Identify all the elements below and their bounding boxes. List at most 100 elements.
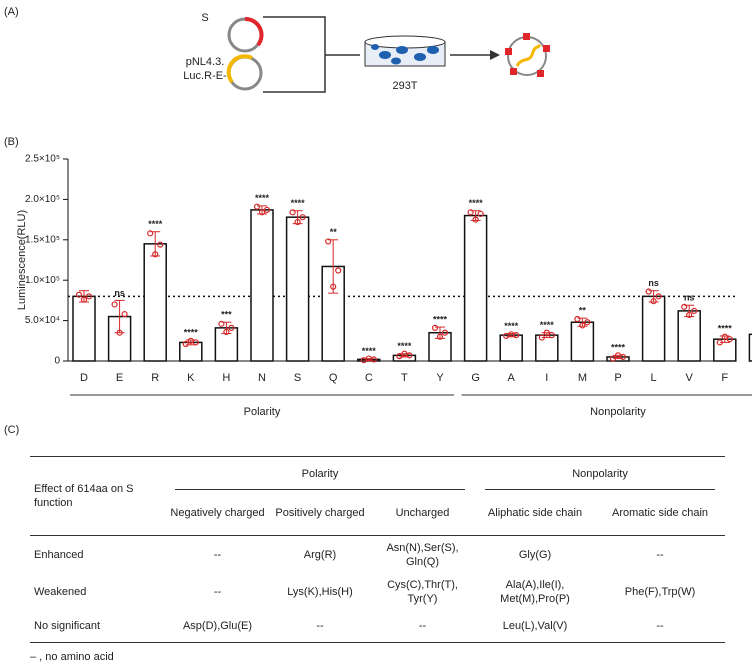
bar [499, 334, 523, 362]
column-header: Negatively charged [165, 491, 270, 536]
data-point [396, 353, 403, 360]
group-header: Nonpolarity [485, 459, 716, 490]
plasmid-label: S [201, 12, 208, 24]
data-point [111, 301, 118, 308]
data-point [538, 334, 545, 341]
data-point [650, 298, 657, 305]
significance: ns [114, 288, 125, 298]
panel-label: (B) [4, 136, 19, 148]
arrow-head [490, 50, 500, 60]
group-label: Nonpolarity [590, 406, 646, 418]
data-point [330, 283, 337, 290]
significance: **** [148, 219, 163, 229]
data-point [228, 324, 235, 331]
y-tick-label: 5.0×10⁴ [25, 315, 60, 326]
bar [72, 295, 96, 362]
table-cell: Gly(G) [518, 549, 552, 561]
x-tick-label: K [187, 372, 195, 384]
data-point [686, 311, 693, 319]
data-point [441, 329, 449, 336]
significance: ns [648, 278, 659, 288]
significance: **** [504, 321, 519, 331]
y-tick-label: 1.5×10⁵ [25, 234, 60, 245]
y-tick-label: 1.0×10⁵ [25, 275, 60, 286]
table-cell: Arg(R) [303, 549, 337, 561]
y-tick-label: 2.5×10⁵ [25, 154, 60, 165]
significance: **** [397, 341, 412, 351]
data-point [182, 340, 189, 348]
plasmid-insert [226, 54, 253, 84]
data-point [192, 339, 199, 346]
data-point [325, 238, 332, 245]
significance: **** [433, 314, 448, 324]
figure-graphics: (A) (B) S pNL4.3. Luc.R-E- 293T Luminesc… [4, 6, 752, 436]
data-point [645, 288, 652, 295]
bar [748, 333, 752, 362]
dish [364, 35, 446, 67]
table-cell: Ala(A),Ile(I), Met(M),Pro(P) [500, 579, 570, 605]
data-point [574, 315, 581, 323]
data-point [467, 209, 474, 216]
data-point [147, 230, 154, 237]
x-tick-label: A [508, 372, 516, 384]
table-cell: Leu(L),Val(V) [475, 610, 596, 643]
column-header: Uncharged [370, 491, 476, 536]
y-axis-label: Luminescence(RLU) [16, 210, 28, 310]
data-point [655, 293, 662, 300]
table-row: No significant Asp(D),Glu(E) -- -- Leu(L),Va… [30, 610, 726, 643]
bar [285, 216, 310, 362]
data-point [152, 251, 159, 258]
y-tick-label: 0 [54, 356, 60, 367]
x-tick-label: I [545, 372, 548, 384]
cell-label: 293T [392, 80, 417, 92]
panel-label: (C) [4, 424, 19, 436]
bar [143, 243, 167, 362]
data-point [294, 218, 301, 226]
column-header: Aliphatic side chain [475, 491, 596, 536]
data-point [609, 355, 617, 362]
significance: **** [184, 327, 199, 337]
data-point [431, 324, 439, 331]
data-point [726, 336, 733, 343]
data-point [619, 353, 627, 361]
x-tick-label: L [651, 372, 657, 384]
data-point [157, 241, 164, 248]
row-label: Enhanced [34, 549, 84, 561]
data-point [116, 329, 123, 336]
table-row: Enhanced -- Arg(R) Asn(N),Ser(S), Gln(Q) Gly… [30, 536, 725, 575]
x-tick-label: Q [329, 372, 338, 384]
x-tick-label: S [294, 372, 301, 384]
data-point [584, 319, 591, 326]
bar [250, 209, 274, 362]
data-point [263, 206, 271, 214]
significance: **** [291, 198, 306, 208]
significance: **** [469, 198, 484, 208]
data-point [543, 329, 550, 336]
table-cell: -- [370, 610, 476, 643]
x-tick-label: N [258, 372, 266, 384]
summary-table: Effect of 614aa on S function Polarity N… [30, 456, 726, 643]
plasmid-insert [244, 16, 264, 47]
x-tick-label: G [471, 372, 480, 384]
x-tick-label: P [614, 372, 621, 384]
significance: **** [362, 346, 377, 356]
bar [463, 214, 488, 362]
row-label: Weakened [34, 586, 87, 598]
data-point [513, 332, 520, 339]
column-header: Positively charged [270, 491, 370, 536]
data-point [472, 216, 479, 223]
significance: ** [579, 306, 587, 316]
table-cell: Phe(F),Trp(W) [624, 586, 696, 598]
significance: **** [540, 320, 555, 330]
significance: **** [611, 343, 626, 353]
data-point [406, 352, 413, 359]
x-tick-label: Y [436, 372, 444, 384]
table-cell: -- [213, 586, 222, 598]
data-point [579, 322, 586, 329]
data-point [716, 339, 723, 346]
table-row: Weakened -- Lys(K),His(H) Cys(C),Thr(T), Ty… [30, 574, 725, 610]
x-tick-label: M [578, 372, 587, 384]
x-tick-label: H [222, 372, 230, 384]
column-header: Aromatic side chain [595, 491, 726, 536]
